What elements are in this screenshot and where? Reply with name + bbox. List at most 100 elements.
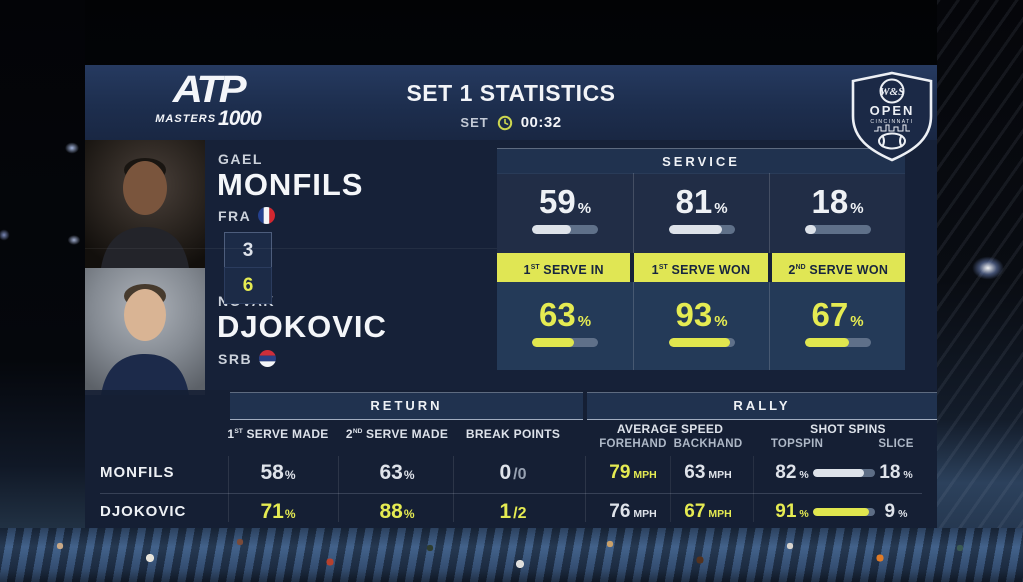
service-p2-second-serve-won-cell: 67%: [769, 282, 905, 370]
stat-value: 59: [538, 183, 576, 220]
stat-bar: [668, 225, 735, 234]
col-average-speed: AVERAGE SPEED: [616, 422, 724, 436]
stat-bar-fill: [804, 225, 817, 234]
player2-last-name: DJOKOVIC: [217, 309, 387, 344]
percent-sign: %: [577, 200, 592, 217]
cell-topspin-pct: 91%: [775, 501, 809, 522]
cell-second-serve-made: 88%: [379, 500, 415, 523]
row-divider: [100, 493, 922, 494]
svg-text:W&S: W&S: [880, 86, 904, 98]
col-first-serve-made: 1ST SERVE MADE: [227, 427, 329, 441]
atp-logo-subtitle: MASTERS1000: [155, 107, 261, 131]
spin-bar-fill: [813, 469, 864, 477]
service-row-player1: 59% 81% 18%: [497, 173, 905, 253]
stat-bar-fill: [668, 225, 722, 234]
bottom-stats-table: RETURN RALLY 1ST SERVE MADE 2ND SERVE MA…: [85, 390, 937, 528]
statistics-panel: ATP MASTERS1000 SET 1 STATISTICS SET 00:…: [85, 65, 937, 528]
player1-last-name: MONFILS: [217, 167, 364, 202]
return-section-title: RETURN: [230, 392, 583, 420]
table-divider: [228, 456, 229, 522]
col-backhand: BACKHAND: [673, 438, 743, 450]
cell-first-serve-made: 58%: [260, 461, 296, 484]
percent-sign: %: [714, 200, 728, 217]
table-row-djokovic: DJOKOVIC 71% 88% 1/2 76 MPH 67 MPH 91% 9%: [85, 496, 937, 528]
percent-sign: %: [850, 313, 864, 330]
service-section: SERVICE 59% 81% 18% 1ST SERVE IN 1ST SER…: [497, 148, 905, 435]
stat-value: 67: [811, 296, 849, 333]
flag-icon-fra: [258, 207, 276, 224]
col-topspin: TOPSPIN: [770, 438, 824, 450]
cell-forehand-speed: 79 MPH: [609, 462, 657, 483]
stat-bar: [532, 225, 598, 234]
clock-icon: [497, 115, 512, 130]
label-second-serve-won: 2ND SERVE WON: [771, 253, 905, 286]
col-break-points: BREAK POINTS: [465, 427, 561, 441]
stat-bar-fill: [532, 225, 571, 234]
player1-set-score: 3: [224, 232, 272, 269]
svg-text:CINCINNATI: CINCINNATI: [870, 119, 913, 125]
label-first-serve-won: 1ST SERVE WON: [634, 253, 768, 286]
stat-bar: [804, 338, 871, 347]
cell-break-points: 0/0: [499, 461, 527, 484]
col-shot-spins: SHOT SPINS: [810, 422, 886, 436]
service-p1-serve-in-cell: 59%: [497, 173, 633, 253]
rally-section-title: RALLY: [587, 392, 937, 420]
player2-country-code: SRB: [218, 350, 253, 367]
player1-silhouette: [101, 158, 189, 268]
stat-bar-fill: [804, 338, 849, 347]
stadium-background-right: [937, 0, 1023, 582]
panel-header: ATP MASTERS1000 SET 1 STATISTICS SET 00:…: [85, 65, 937, 162]
service-p2-serve-won-cell: 93%: [633, 282, 769, 370]
atp-logo-word: ATP: [172, 69, 247, 111]
table-divider: [753, 456, 754, 522]
percent-sign: %: [577, 313, 592, 330]
player1-country: FRA: [218, 207, 276, 224]
page-title: SET 1 STATISTICS: [406, 80, 616, 106]
percent-sign: %: [850, 200, 864, 217]
cell-slice-pct: 18%: [879, 462, 913, 483]
ws-open-cincinnati-logo: W&S OPEN CINCINNATI: [851, 71, 933, 162]
stat-bar: [532, 338, 598, 347]
cell-second-serve-made: 63%: [379, 461, 415, 484]
cell-slice-pct: 9%: [884, 501, 908, 522]
stat-value: 93: [675, 296, 713, 333]
atp-masters-1000-logo: ATP MASTERS1000: [113, 71, 303, 131]
row-player-name: DJOKOVIC: [100, 503, 187, 520]
service-section-title: SERVICE: [497, 148, 905, 174]
cell-backhand-speed: 63 MPH: [684, 462, 732, 483]
stadium-crowd-strip: [0, 528, 1023, 582]
player2-silhouette: [101, 284, 189, 395]
table-divider: [338, 456, 339, 522]
col-second-serve-made: 2ND SERVE MADE: [345, 427, 449, 441]
set-label: SET: [460, 115, 489, 130]
col-forehand: FOREHAND: [599, 438, 667, 450]
set-time: 00:32: [520, 114, 562, 131]
spin-bar-fill: [813, 508, 870, 516]
player1-photo: [85, 140, 205, 268]
cell-topspin-pct: 82%: [775, 462, 809, 483]
stat-value: 63: [538, 296, 576, 333]
percent-sign: %: [714, 313, 728, 330]
player2-country: SRB: [218, 350, 277, 367]
player2-photo: [85, 268, 205, 395]
cell-backhand-speed: 67 MPH: [684, 501, 732, 522]
stat-value: 81: [675, 183, 713, 220]
stat-bar: [804, 225, 871, 234]
table-row-monfils: MONFILS 58% 63% 0/0 79 MPH 63 MPH 82% 18%: [85, 454, 937, 492]
header-title-block: SET 1 STATISTICS SET 00:32: [361, 80, 661, 131]
stat-bar: [668, 338, 735, 347]
service-p2-serve-in-cell: 63%: [497, 282, 633, 370]
service-p1-serve-won-cell: 81%: [633, 173, 769, 253]
stat-bar-fill: [668, 338, 730, 347]
stat-bar-fill: [532, 338, 574, 347]
service-stat-labels: 1ST SERVE IN 1ST SERVE WON 2ND SERVE WON: [497, 253, 905, 286]
table-divider: [585, 456, 586, 522]
spin-bar: [813, 469, 875, 477]
service-p1-second-serve-won-cell: 18%: [769, 173, 905, 253]
row-player-name: MONFILS: [100, 464, 175, 481]
table-divider: [670, 456, 671, 522]
service-row-player2: 63% 93% 67%: [497, 282, 905, 370]
player1-first-name: GAEL: [218, 151, 263, 167]
svg-text:OPEN: OPEN: [870, 103, 915, 118]
